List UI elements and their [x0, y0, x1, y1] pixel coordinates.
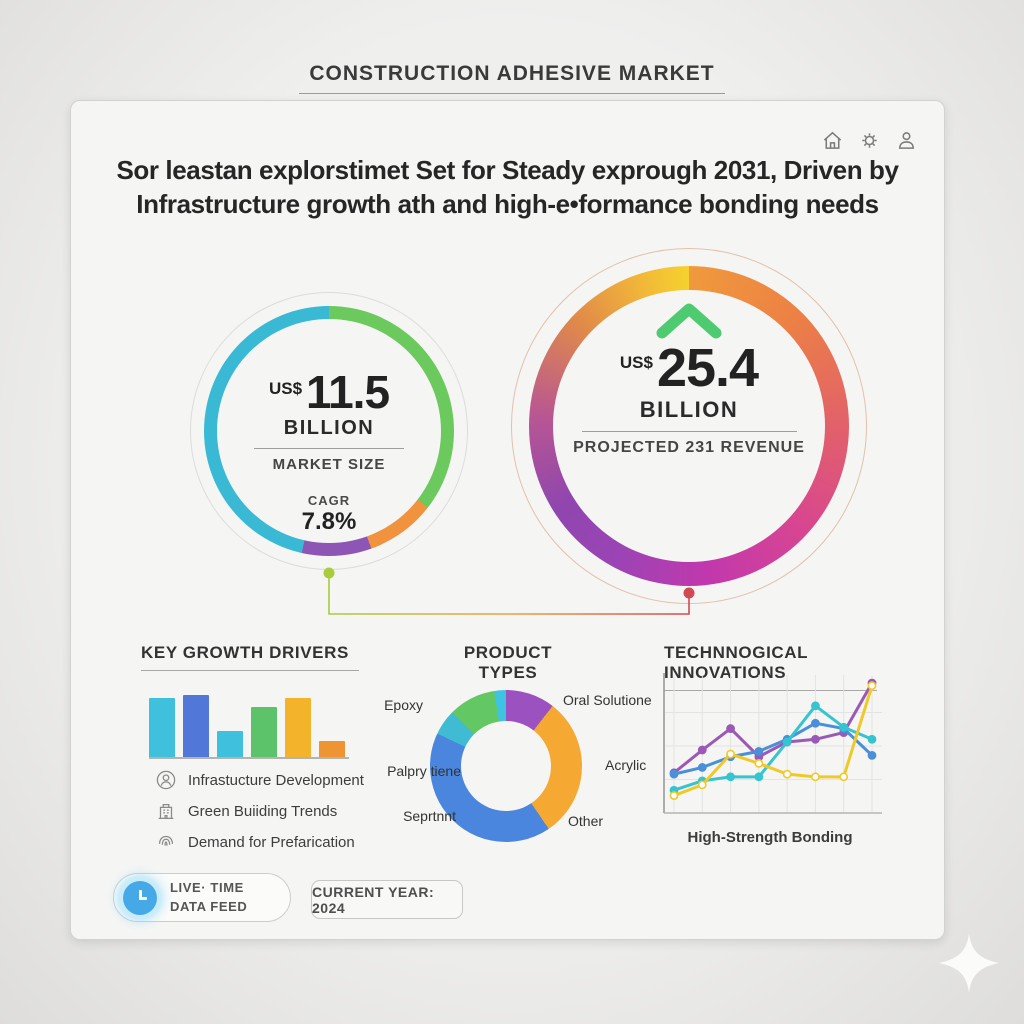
building-icon: [158, 803, 174, 819]
pie-label-epoxy: Epoxy: [384, 697, 423, 713]
projected-revenue-value: US$25.4: [619, 338, 759, 398]
headline-line-2: Infrastructure growth ath and high-e•for…: [136, 189, 879, 220]
headline-line-1: Sor leastan explorstimet Set for Steady …: [116, 155, 899, 185]
section-title-tech: TECHNNOGICAL INNOVATIONS: [664, 643, 877, 691]
market-size-donut: [204, 306, 454, 556]
divider: [254, 448, 404, 449]
pie-label-other: Other: [568, 813, 604, 829]
current-year-badge[interactable]: CURRENT YEAR: 2024: [311, 880, 463, 919]
user-icon[interactable]: [895, 129, 918, 152]
cagr-value: 7.8%: [301, 508, 357, 535]
product-types-donut-chart: [430, 690, 582, 842]
list-item: Green Buiiding Trends: [155, 800, 364, 822]
person-circle-icon: [156, 770, 176, 790]
live-data-feed-button[interactable]: LIVE· TIME DATA FEED: [113, 873, 291, 922]
pie-label-oral: Oral Solutione: [563, 692, 652, 708]
tech-innovations-line-chart: [656, 671, 884, 832]
bar: [285, 698, 311, 757]
divider: [581, 431, 797, 432]
pie-label-segment: Seprtnnt: [403, 808, 456, 824]
section-title-products: PRODUCT TYPES: [463, 643, 553, 682]
bar: [149, 698, 175, 757]
line-chart-caption: High-Strength Bonding: [687, 829, 853, 846]
dashboard-card: Sor leastan explorstimet Set for Steady …: [70, 100, 945, 940]
bar: [251, 707, 277, 757]
pie-label-acrylic: Acrylic: [605, 757, 647, 773]
sparkle-icon: [939, 933, 999, 993]
list-item: Infrastucture Development: [155, 769, 364, 791]
market-size-unit: BILLION: [283, 417, 375, 439]
home-icon[interactable]: [821, 129, 844, 152]
header-toolbar: [821, 129, 918, 152]
up-chevron-icon: [656, 303, 722, 339]
page-title: CONSTRUCTION ADHESIVE MARKET: [0, 62, 1024, 94]
clock-icon: [123, 880, 157, 915]
pie-label-palpry: Palpry tiene: [387, 763, 461, 779]
list-item: Demand for Prefarication: [155, 831, 364, 853]
market-size-value: US$11.5: [268, 366, 390, 418]
bar: [217, 731, 243, 757]
live-feed-label: LIVE· TIME DATA FEED: [170, 879, 248, 914]
growth-drivers-list: Infrastucture Development Green Buiiding…: [155, 769, 364, 853]
growth-drivers-bar-chart: [149, 693, 349, 759]
headline: Sor leastan explorstimet Set for Steady …: [116, 153, 899, 222]
bar: [183, 694, 209, 757]
section-title-growth: KEY GROWTH DRIVERS: [141, 643, 359, 671]
bar: [319, 741, 345, 757]
projected-revenue-center: US$25.4 BILLION PROJECTED 231 REVENUE: [529, 341, 849, 457]
market-size-center: US$11.5 BILLION MARKET SIZE CAGR 7.8%: [204, 369, 454, 536]
market-size-label: MARKET SIZE: [272, 456, 386, 473]
projected-revenue-label: PROJECTED 231 REVENUE: [573, 439, 805, 456]
fingerprint-icon: [158, 835, 174, 846]
projected-revenue-unit: BILLION: [639, 397, 739, 422]
projected-revenue-donut: [529, 266, 849, 586]
cagr-label: CAGR: [307, 493, 351, 508]
settings-gear-icon[interactable]: [858, 129, 881, 152]
